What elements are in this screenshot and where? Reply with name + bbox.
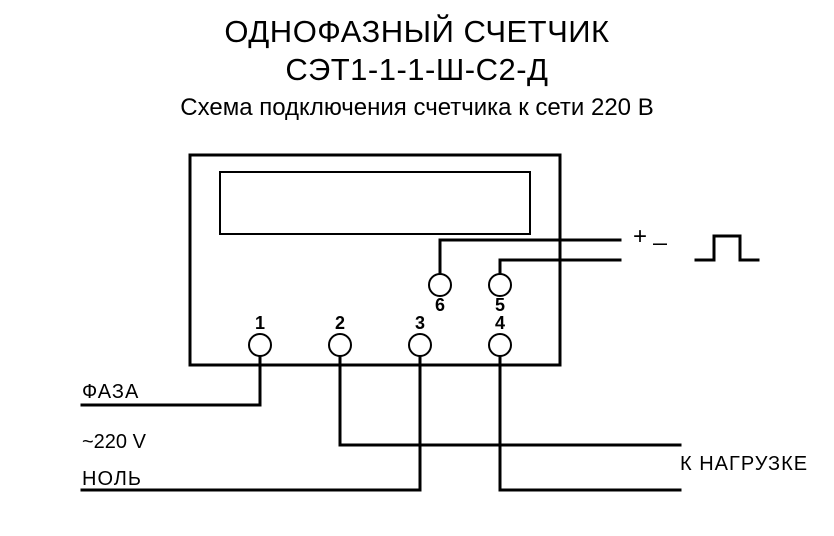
wire-5	[440, 240, 620, 274]
minus-icon: _	[652, 219, 667, 246]
terminal-label-4: 4	[495, 313, 505, 333]
terminal-label-3: 3	[415, 313, 425, 333]
terminal-label-1: 1	[255, 313, 265, 333]
label-load: К НАГРУЗКЕ	[680, 453, 808, 475]
label-phase: ФАЗА	[82, 381, 139, 403]
terminal-label-2: 2	[335, 313, 345, 333]
terminal-1	[249, 334, 271, 356]
plus-icon: +	[633, 223, 647, 250]
terminal-5	[489, 274, 511, 296]
wire-3	[340, 356, 680, 445]
terminal-6	[429, 274, 451, 296]
terminal-3	[409, 334, 431, 356]
label-neutral: НОЛЬ	[82, 468, 142, 490]
terminal-2	[329, 334, 351, 356]
label-voltage: ~220 V	[82, 431, 147, 453]
terminal-label-6: 6	[435, 295, 445, 315]
pulse-icon	[696, 236, 758, 260]
terminal-4	[489, 334, 511, 356]
wiring-diagram: 1 2 3 45 6 ФАЗА ~220 V НОЛЬ К НАГРУЗКЕ +_	[0, 0, 834, 536]
meter-display	[220, 172, 530, 234]
wire-4	[500, 356, 680, 490]
terminal-label-5: 5	[495, 295, 505, 315]
